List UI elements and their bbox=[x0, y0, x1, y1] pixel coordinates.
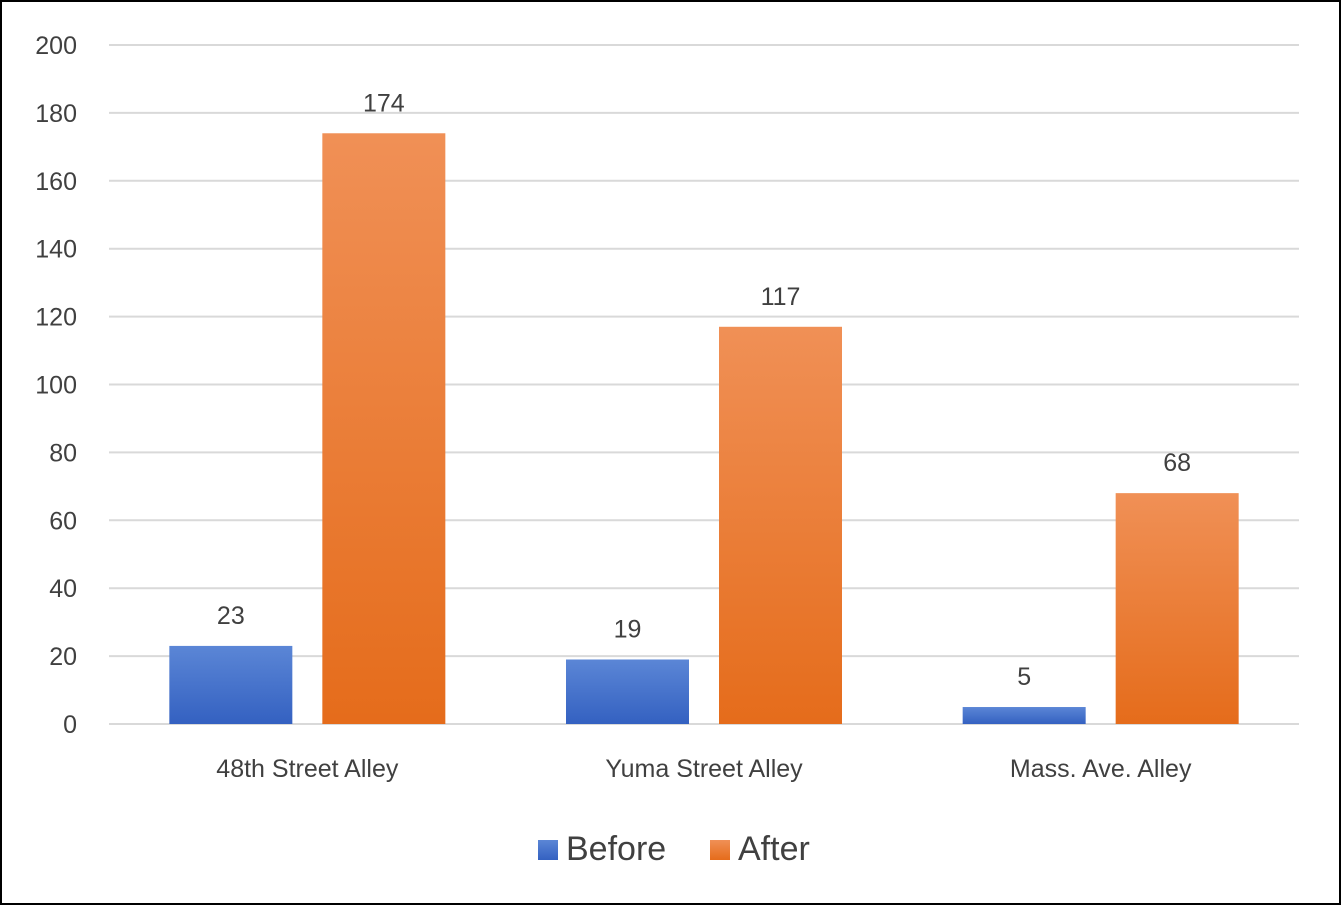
legend-label-after: After bbox=[738, 830, 810, 868]
y-tick-label-180: 180 bbox=[35, 100, 77, 128]
x-axis-category-labels: 48th Street Alley Yuma Street Alley Mass. … bbox=[216, 755, 1192, 783]
bar-after-1 bbox=[322, 133, 446, 724]
x-tick-label-2: Yuma Street Alley bbox=[605, 755, 803, 783]
data-label-before-1: 23 bbox=[217, 602, 245, 630]
data-label-after-1: 174 bbox=[363, 89, 405, 117]
data-label-before-3: 5 bbox=[1017, 663, 1031, 691]
gridlines bbox=[109, 44, 1299, 725]
y-tick-label-100: 100 bbox=[35, 372, 77, 400]
y-tick-label-60: 60 bbox=[49, 507, 77, 535]
y-tick-label-160: 160 bbox=[35, 168, 77, 196]
data-label-after-3: 68 bbox=[1163, 449, 1191, 477]
bar-after-2 bbox=[719, 326, 842, 724]
y-tick-label-120: 120 bbox=[35, 304, 77, 332]
legend-swatch-before bbox=[538, 840, 558, 860]
bar-before-2 bbox=[566, 659, 689, 724]
legend-swatch-after bbox=[710, 840, 730, 860]
y-axis-tick-labels: 0 20 40 60 80 100 120 140 160 180 200 bbox=[35, 32, 77, 739]
y-tick-label-20: 20 bbox=[49, 643, 77, 671]
y-tick-label-40: 40 bbox=[49, 575, 77, 603]
legend: Before After bbox=[538, 830, 810, 868]
y-tick-label-0: 0 bbox=[63, 711, 77, 739]
bar-before-1 bbox=[169, 645, 293, 724]
x-tick-label-3: Mass. Ave. Alley bbox=[1010, 755, 1192, 783]
x-tick-label-1: 48th Street Alley bbox=[216, 755, 399, 783]
y-tick-label-80: 80 bbox=[49, 439, 77, 467]
data-label-before-2: 19 bbox=[614, 615, 642, 643]
y-tick-label-200: 200 bbox=[35, 32, 77, 60]
bar-before-3 bbox=[962, 707, 1086, 724]
data-labels: 23 174 19 117 5 68 bbox=[217, 89, 1191, 691]
y-tick-label-140: 140 bbox=[35, 236, 77, 264]
bars bbox=[169, 133, 1239, 724]
bar-after-3 bbox=[1115, 493, 1239, 724]
legend-label-before: Before bbox=[566, 830, 666, 868]
data-label-after-2: 117 bbox=[761, 283, 801, 311]
